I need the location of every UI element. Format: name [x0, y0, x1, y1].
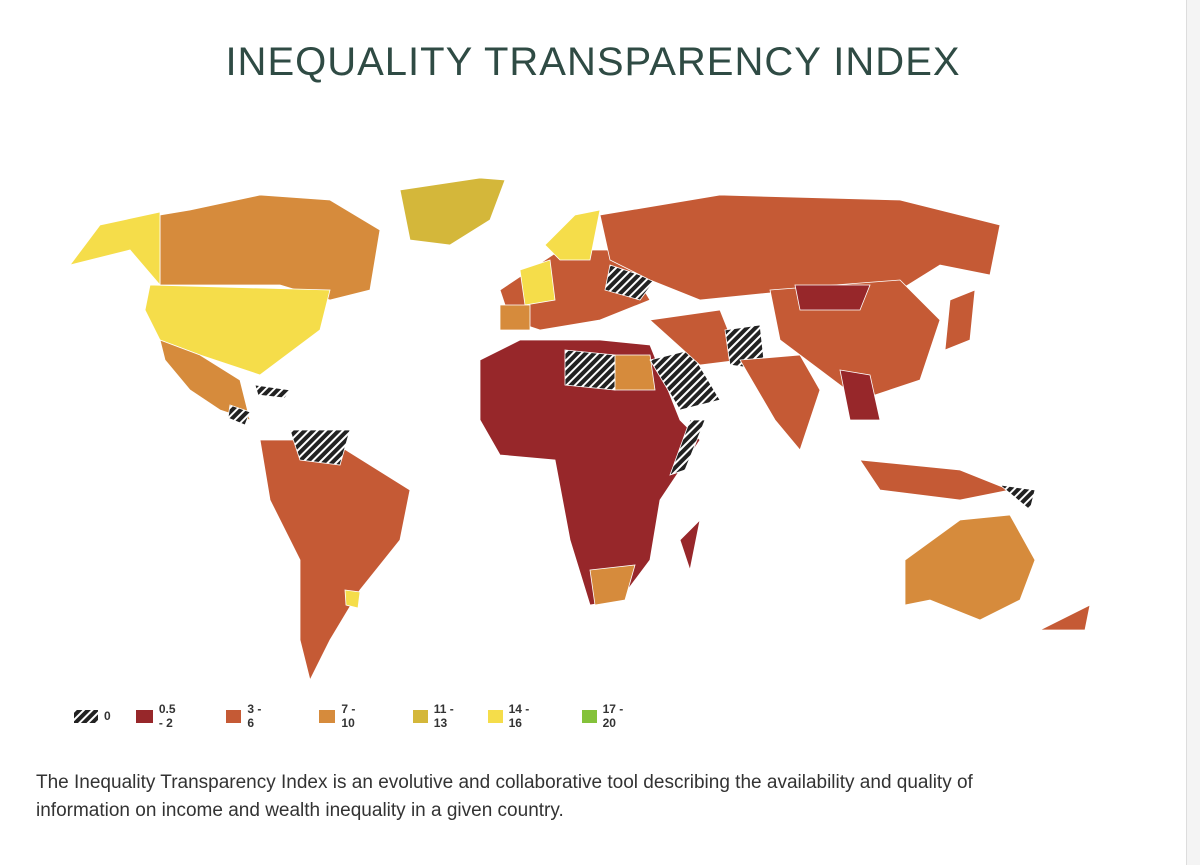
legend-item: 0.5 - 2 — [136, 702, 183, 730]
legend-item: 17 - 20 — [582, 702, 625, 730]
legend-swatch — [488, 709, 503, 723]
legend-item: 11 - 13 — [413, 702, 456, 730]
legend-item: 0 — [74, 708, 111, 724]
legend-label: 17 - 20 — [602, 702, 624, 730]
legend-swatch — [413, 709, 428, 723]
world-map — [69, 177, 1091, 682]
legend-label: 3 - 6 — [247, 702, 262, 730]
legend-label: 14 - 16 — [508, 702, 530, 730]
legend-swatch — [319, 709, 336, 723]
title: INEQUALITY TRANSPARENCY INDEX — [225, 40, 961, 84]
description: information on income and wealth inequal… — [36, 800, 564, 821]
legend-swatch — [582, 709, 597, 723]
description: The Inequality Transparency Index is an … — [36, 772, 973, 793]
legend-item: 7 - 10 — [319, 702, 362, 730]
legend-item: 3 - 6 — [226, 702, 263, 730]
legend-label: 0 — [104, 709, 111, 723]
countries — [69, 177, 1091, 682]
legend-item: 14 - 16 — [488, 702, 531, 730]
legend-swatch — [74, 709, 98, 723]
legend-swatch — [226, 709, 242, 723]
scrollbar[interactable] — [1186, 0, 1200, 865]
legend-label: 7 - 10 — [341, 702, 356, 730]
legend-swatch — [136, 709, 153, 723]
legend-label: 0.5 - 2 — [158, 702, 176, 730]
legend-label: 11 - 13 — [433, 702, 454, 730]
